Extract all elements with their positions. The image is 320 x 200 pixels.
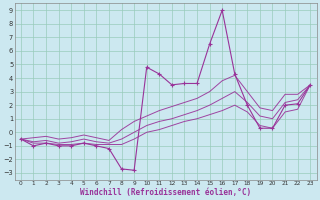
X-axis label: Windchill (Refroidissement éolien,°C): Windchill (Refroidissement éolien,°C)	[80, 188, 251, 197]
